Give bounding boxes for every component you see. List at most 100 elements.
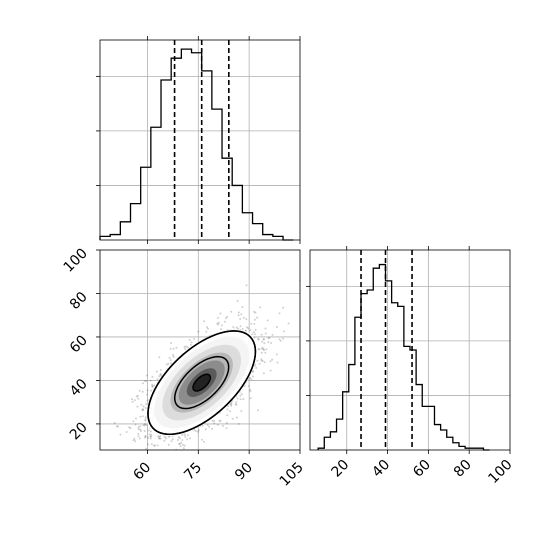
joint-scatter-point	[188, 338, 191, 341]
joint-scatter-point	[143, 423, 146, 425]
joint-scatter-point	[258, 362, 261, 365]
joint-scatter-point	[141, 408, 144, 411]
joint-scatter-point	[251, 333, 254, 336]
joint-scatter-point	[235, 403, 238, 406]
joint-scatter-point	[146, 399, 149, 402]
joint-scatter-point	[186, 434, 189, 437]
joint-scatter-point	[155, 370, 158, 373]
joint-scatter-point	[230, 404, 233, 407]
joint-scatter-point	[220, 328, 222, 331]
joint-scatter-point	[142, 405, 145, 408]
joint-scatter-point	[206, 327, 209, 330]
joint-scatter-point	[186, 346, 189, 349]
joint-scatter-point	[264, 327, 267, 330]
joint-scatter-point	[249, 390, 252, 393]
joint-scatter-point	[151, 385, 154, 388]
joint-scatter-point	[240, 410, 243, 413]
joint-scatter-point	[149, 435, 152, 438]
joint-scatter-point	[158, 375, 161, 378]
joint-scatter-point	[180, 441, 183, 444]
joint-scatter-point	[253, 318, 256, 321]
joint-scatter-point	[150, 443, 153, 446]
joint-scatter-point	[156, 378, 159, 381]
y-marginal-histogram-panel: 20 40 60 80 100	[306, 246, 516, 487]
joint-scatter-point	[158, 356, 161, 359]
joint-scatter-point	[237, 422, 240, 425]
joint-scatter-point	[143, 379, 146, 382]
joint-scatter-point	[178, 437, 181, 440]
joint-scatter-point	[190, 341, 193, 344]
joint-scatter-point	[255, 366, 258, 369]
joint-scatter-point	[141, 415, 144, 418]
joint-scatter-point	[144, 419, 147, 422]
joint-scatter-point	[138, 389, 141, 392]
joint-scatter-point	[164, 437, 167, 440]
joint-scatter-point	[193, 337, 196, 340]
joint-scatter-point	[242, 398, 245, 401]
joint-scatter-point	[206, 424, 209, 426]
joint-scatter-point	[256, 316, 259, 319]
joint-scatter-point	[261, 347, 263, 350]
joint-scatter-point	[169, 359, 172, 362]
joint-scatter-point	[184, 435, 187, 438]
joint-scatter-point	[218, 419, 221, 422]
joint-scatter-point	[229, 410, 232, 413]
joint-scatter-point	[115, 425, 118, 428]
joint-scatter-point	[138, 437, 141, 440]
joint-scatter-point	[137, 433, 140, 435]
x-marginal-axes-background	[100, 40, 300, 240]
joint-scatter-point	[146, 374, 148, 377]
joint-scatter-point	[279, 339, 282, 342]
joint-scatter-point	[159, 437, 162, 440]
joint-scatter-point	[216, 322, 219, 325]
joint-scatter-point	[248, 388, 251, 391]
joint-scatter-point	[243, 385, 246, 388]
joint-contour-line	[147, 330, 257, 435]
joint-scatter-point	[159, 373, 162, 376]
joint-scatter-point	[159, 369, 162, 371]
y-marginal-histogram-step	[317, 263, 490, 451]
joint-scatter-point	[158, 437, 160, 440]
y-marginal-quantile-lines	[360, 250, 413, 450]
joint-scatter-point	[235, 401, 238, 404]
joint-scatter-point	[131, 400, 134, 403]
joint-scatter-point	[263, 361, 266, 364]
joint-scatter-point	[216, 423, 219, 426]
joint-scatter-point	[254, 333, 256, 336]
joint-scatter-point	[128, 426, 131, 429]
joint-scatter-point	[260, 333, 263, 336]
joint-scatter-point	[261, 346, 264, 349]
joint-contour-line	[173, 355, 230, 410]
joint-scatter-point	[135, 395, 138, 398]
joint-scatter-point	[234, 403, 237, 405]
x-marginal-axes-frame	[99, 39, 301, 241]
joint-scatter-point	[184, 345, 187, 348]
joint-scatter-point	[217, 323, 220, 326]
joint-scatter-point	[168, 356, 171, 359]
joint-scatter-point	[263, 349, 265, 352]
joint-scatter-point	[260, 351, 263, 354]
x-marginal-grid	[100, 40, 300, 240]
joint-scatter-point	[119, 433, 122, 436]
joint-scatter-point	[149, 430, 152, 433]
joint-scatter-point	[211, 419, 214, 422]
joint-scatter-point	[240, 393, 243, 396]
joint-scatter-point	[275, 326, 278, 328]
joint-scatter-point	[137, 426, 140, 429]
joint-scatter-point	[264, 332, 267, 335]
joint-scatter-point	[237, 327, 240, 330]
joint-scatter-point	[267, 341, 270, 344]
joint-scatter-point	[125, 431, 128, 433]
joint-scatter-point	[203, 320, 206, 323]
joint-scatter-point	[140, 430, 142, 432]
joint-scatter-point	[186, 438, 189, 441]
joint-scatter-point	[225, 421, 228, 424]
joint-scatter-point	[132, 420, 135, 423]
joint-scatter-point	[182, 447, 185, 450]
joint-scatter-point	[232, 326, 235, 329]
joint-scatter-point	[151, 383, 154, 386]
joint-scatter-point	[237, 314, 240, 317]
joint-scatter-point	[145, 447, 147, 450]
joint-scatter-point	[240, 313, 243, 316]
joint-scatter-point	[222, 424, 225, 427]
